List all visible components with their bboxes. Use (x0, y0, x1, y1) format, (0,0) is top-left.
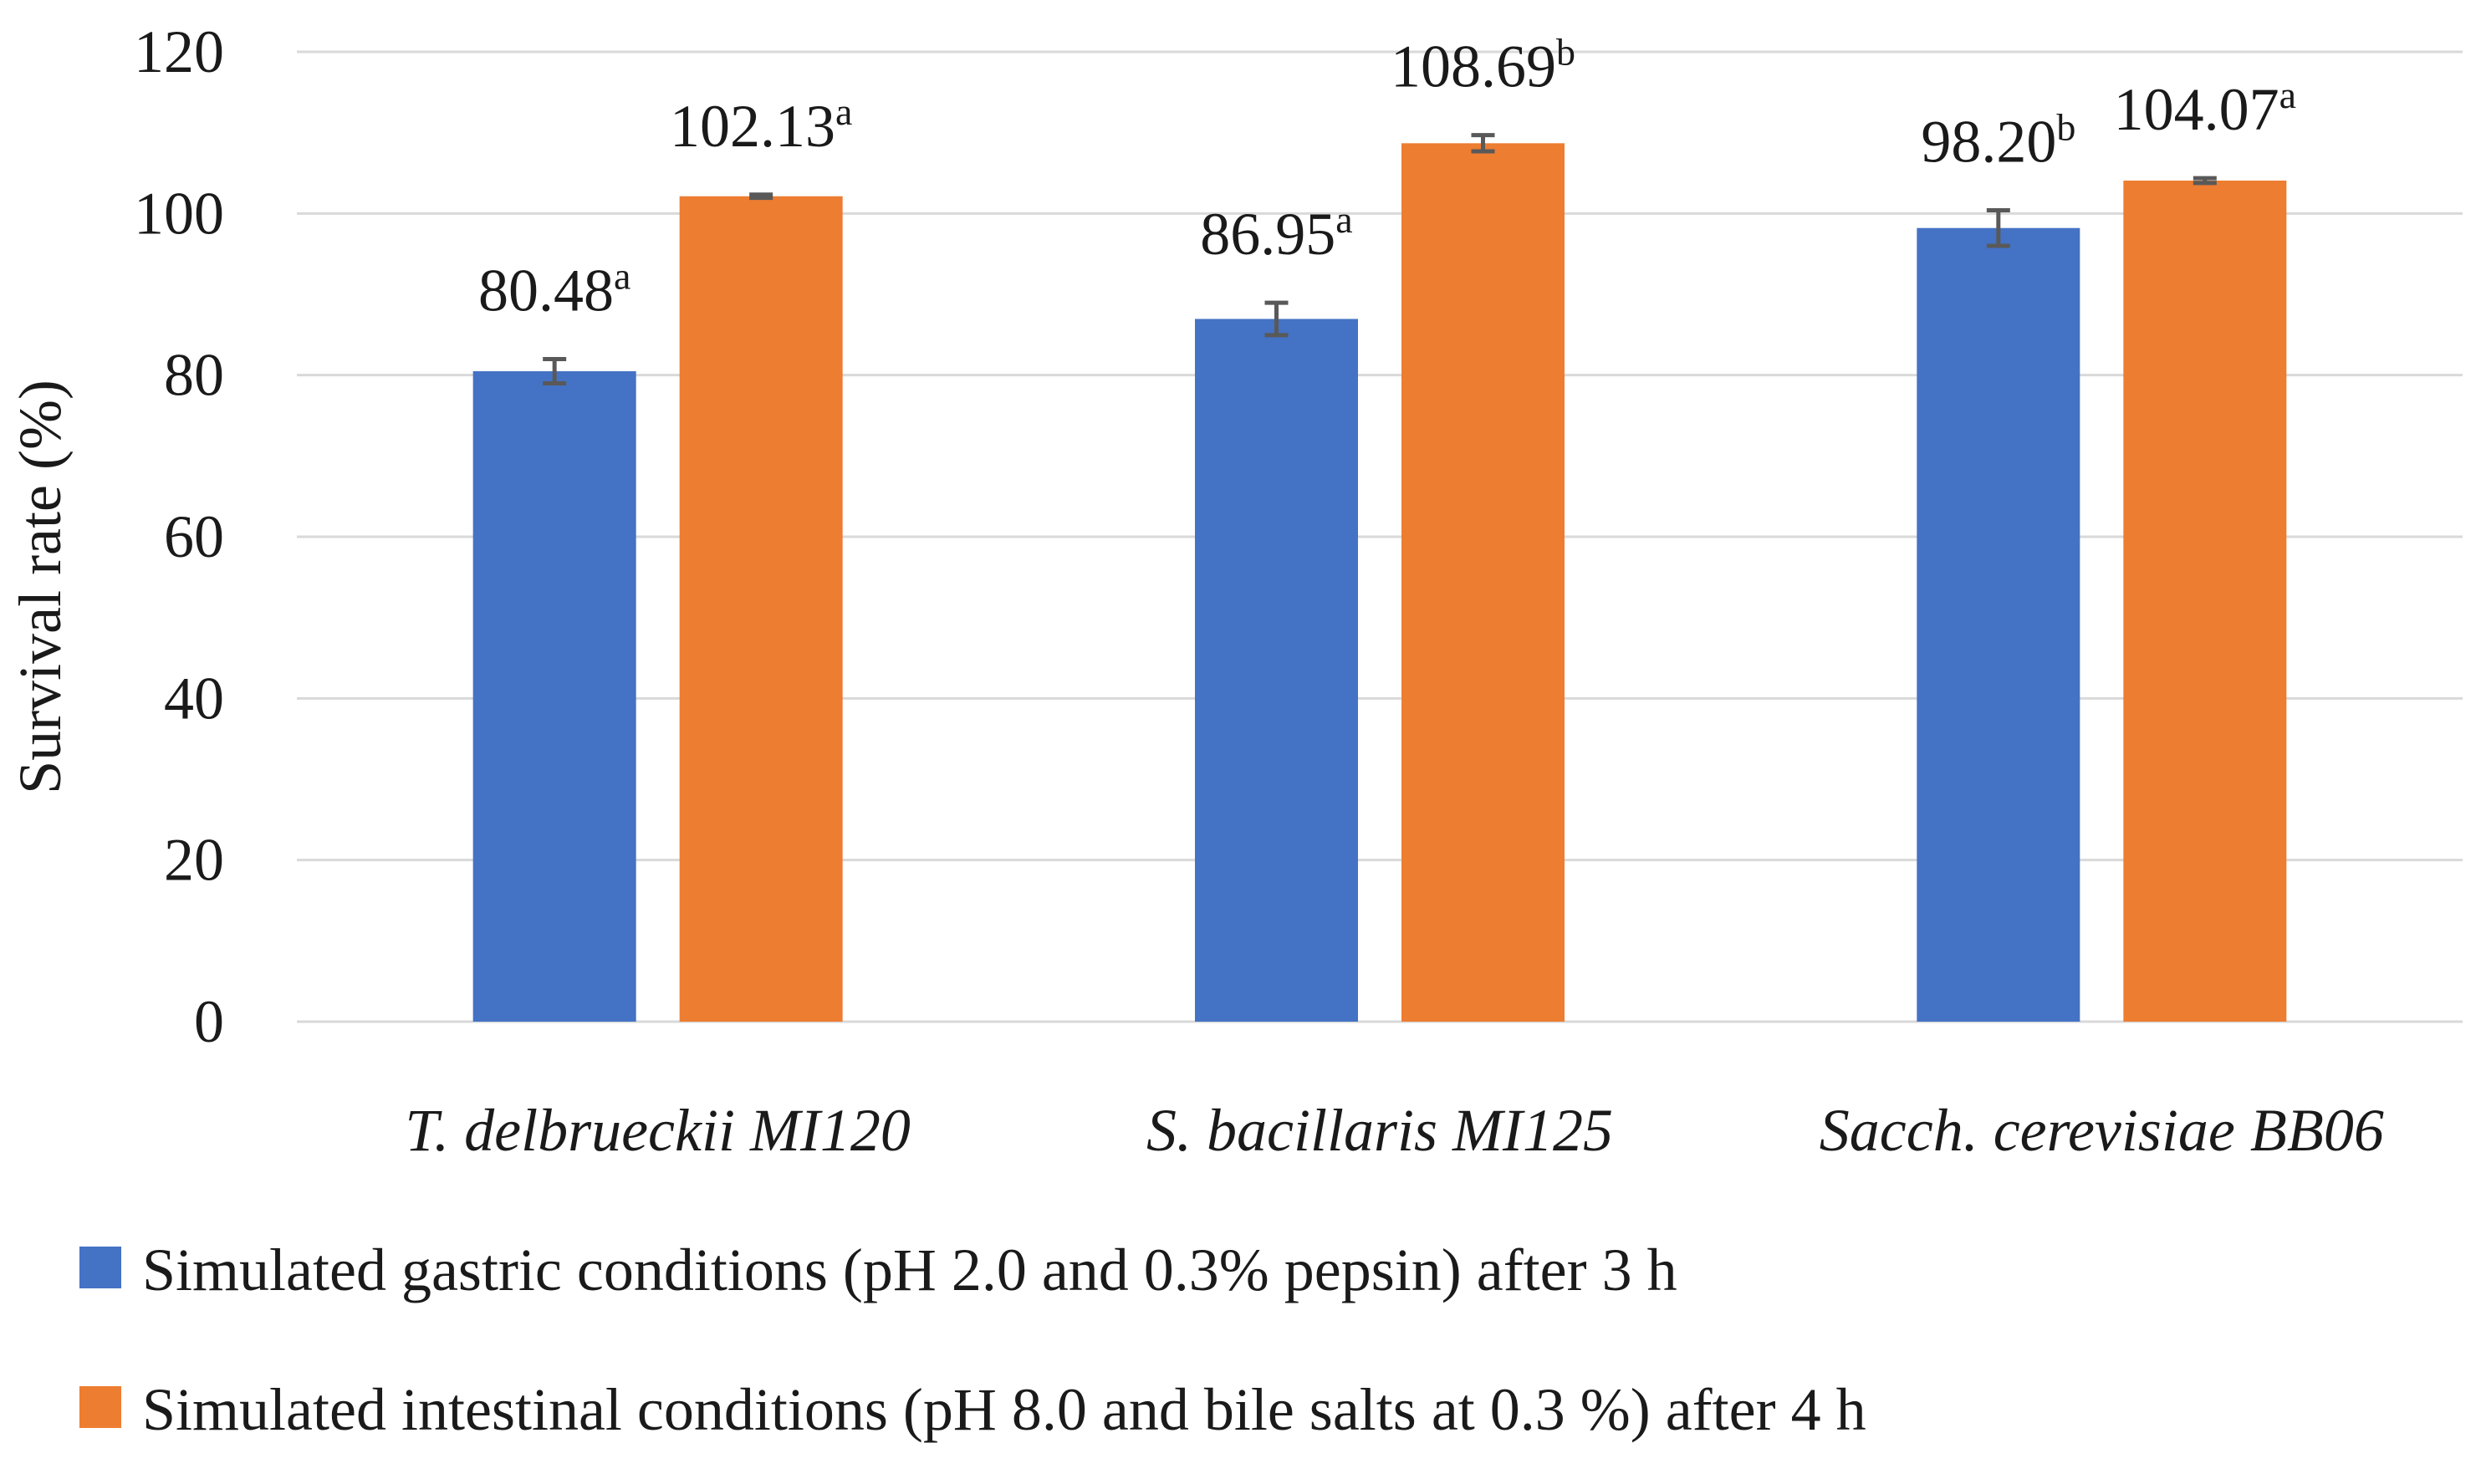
y-tick-label: 40 (164, 665, 224, 732)
bar-intestinal-2 (1401, 143, 1565, 1022)
error-bar (1264, 300, 1289, 338)
y-tick-label: 20 (164, 827, 224, 894)
error-bar (543, 357, 567, 386)
legend: Simulated gastric conditions (pH 2.0 and… (79, 1237, 1866, 1443)
data-label: 80.48a (478, 255, 630, 324)
y-axis-title: Survival rate (%) (7, 380, 74, 794)
x-category-label: S. bacillaris MI125 (1146, 1097, 1613, 1164)
x-category-label: Sacch. cerevisiae BB06 (1820, 1097, 2384, 1164)
data-label: 98.20b (1921, 105, 2075, 175)
bars (472, 143, 2287, 1022)
legend-swatch (79, 1386, 121, 1428)
legend-item: Simulated intestinal conditions (pH 8.0 … (79, 1376, 1866, 1443)
y-axis-ticks: 0 20 40 60 80 100 120 (134, 18, 224, 1055)
bar-intestinal-3 (2123, 180, 2287, 1022)
error-bar (1986, 207, 2010, 248)
x-axis-categories: T. delbrueckii MI120 S. bacillaris MI125 S… (405, 1097, 2383, 1164)
error-bar (2193, 176, 2217, 186)
y-tick-label: 120 (134, 18, 224, 85)
bar-gastric-2 (1195, 319, 1358, 1022)
error-bar (749, 192, 773, 201)
legend-swatch (79, 1247, 121, 1288)
y-tick-label: 100 (134, 180, 224, 247)
y-tick-label: 80 (164, 342, 224, 409)
legend-item: Simulated gastric conditions (pH 2.0 and… (79, 1237, 1677, 1303)
x-category-label: T. delbrueckii MI120 (405, 1097, 911, 1164)
data-label: 108.69b (1391, 31, 1575, 100)
data-label: 86.95a (1200, 198, 1352, 268)
legend-label: Simulated gastric conditions (pH 2.0 and… (142, 1237, 1677, 1303)
data-labels: 80.48a 102.13a 86.95a 108.69b 98.20b 104.07a (478, 31, 2296, 324)
y-tick-label: 0 (194, 988, 224, 1055)
bar-intestinal-1 (679, 196, 843, 1022)
data-label: 102.13a (670, 90, 852, 160)
bar-gastric-3 (1917, 227, 2080, 1022)
error-bar (1471, 133, 1495, 154)
error-bars (543, 133, 2217, 386)
gridlines (297, 50, 2463, 1023)
bar-gastric-1 (472, 371, 636, 1022)
data-label: 104.07a (2114, 74, 2296, 143)
legend-label: Simulated intestinal conditions (pH 8.0 … (142, 1376, 1866, 1443)
y-tick-label: 60 (164, 503, 224, 570)
